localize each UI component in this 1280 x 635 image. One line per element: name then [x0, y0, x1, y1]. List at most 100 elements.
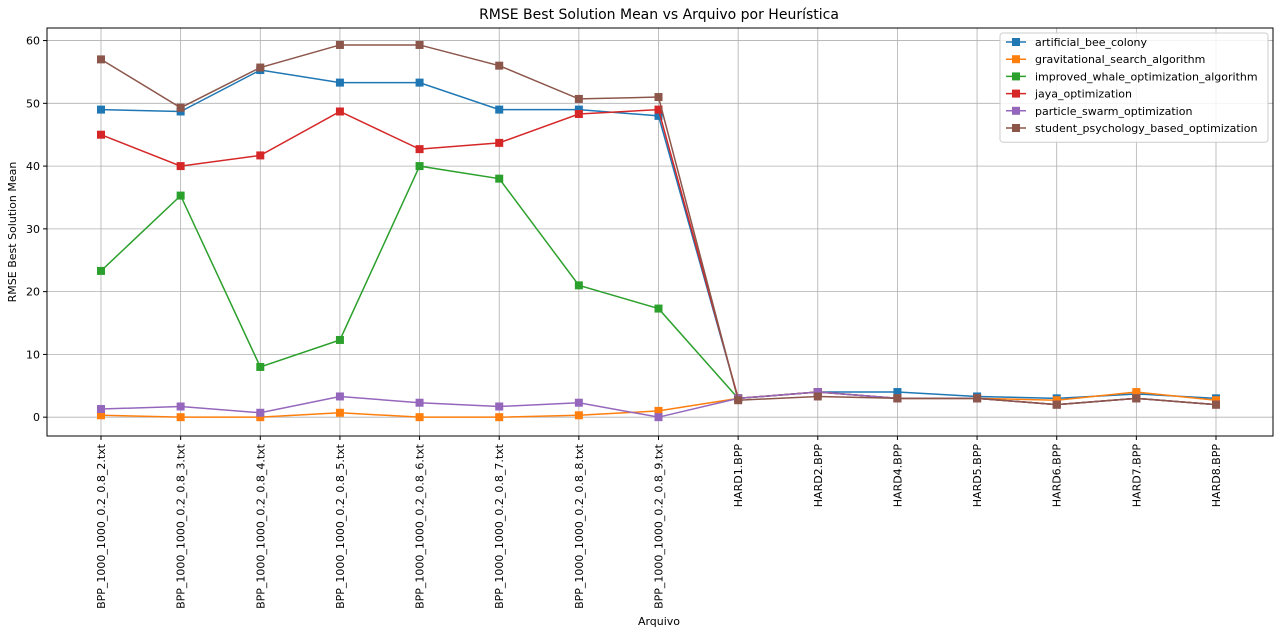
data-point [574, 105, 583, 114]
data-point [1212, 396, 1220, 405]
series-lines [97, 40, 1220, 422]
legend-swatch-marker [1012, 89, 1020, 98]
data-point [97, 130, 105, 139]
data-point [335, 107, 344, 116]
chart-title: RMSE Best Solution Mean vs Arquivo por H… [479, 7, 839, 23]
legend-swatch-marker [1012, 38, 1020, 46]
data-point [335, 392, 344, 401]
data-point [335, 40, 344, 49]
y-axis-ticks: 0 10 20 30 40 50 60 [26, 35, 47, 424]
y-tick-label: 30 [26, 223, 40, 236]
data-point [176, 402, 185, 411]
data-point [495, 138, 504, 147]
x-tick-label: BPP_1000_1000_0.2_0.8_5.txt [334, 443, 347, 609]
data-point [574, 281, 583, 290]
data-point [415, 145, 424, 154]
legend-label: improved_whale_optimization_algorithm [1035, 70, 1258, 83]
data-point [415, 413, 424, 422]
data-point [256, 63, 265, 72]
data-point [495, 402, 504, 411]
data-point [97, 55, 105, 64]
data-point [1052, 400, 1061, 409]
y-tick-label: 60 [26, 35, 40, 48]
data-point [335, 335, 344, 344]
legend-box [999, 32, 1269, 143]
x-tick-label: BPP_1000_1000_0.2_0.8_3.txt [175, 443, 188, 609]
data-point [415, 78, 424, 87]
data-point [495, 105, 504, 114]
data-point [654, 304, 663, 313]
data-point [176, 103, 185, 112]
data-point [813, 388, 822, 397]
data-point [415, 40, 424, 49]
data-point [176, 191, 185, 200]
data-point [495, 61, 504, 70]
data-point [574, 398, 583, 407]
data-point [654, 93, 663, 102]
data-point [97, 105, 105, 114]
legend-swatch-marker [1012, 124, 1020, 132]
data-point [176, 162, 185, 171]
legend-label: jaya_optimization [1034, 88, 1132, 101]
data-point [893, 394, 902, 403]
data-point [256, 362, 265, 371]
legend-label: student_psychology_based_optimization [1035, 122, 1257, 135]
data-point [415, 398, 424, 407]
data-point [495, 174, 504, 183]
x-tick-label: HARD7.BPP [1130, 444, 1143, 508]
legend: artificial_bee_colony gravitational_searc… [999, 32, 1269, 143]
data-point [1212, 400, 1220, 409]
data-point [654, 111, 663, 120]
x-axis-ticks: BPP_1000_1000_0.2_0.8_2.txt BPP_1000_1000… [95, 436, 1223, 609]
y-tick-label: 20 [26, 286, 40, 299]
data-point [574, 411, 583, 420]
data-point [1132, 394, 1141, 403]
x-tick-label: HARD6.BPP [1051, 444, 1064, 508]
data-point [1052, 396, 1061, 405]
x-tick-label: BPP_1000_1000_0.2_0.8_7.txt [493, 443, 506, 609]
x-tick-label: HARD4.BPP [891, 444, 904, 508]
x-tick-label: BPP_1000_1000_0.2_0.8_2.txt [95, 443, 108, 609]
legend-label: particle_swarm_optimization [1035, 105, 1192, 118]
data-point [973, 394, 982, 403]
data-point [495, 413, 504, 422]
data-point [574, 109, 583, 118]
data-point [654, 406, 663, 415]
data-point [256, 408, 265, 417]
y-tick-label: 0 [33, 411, 40, 424]
legend-label: artificial_bee_colony [1035, 36, 1148, 49]
data-point [97, 405, 105, 414]
y-tick-label: 40 [26, 160, 40, 173]
x-tick-label: BPP_1000_1000_0.2_0.8_6.txt [414, 443, 427, 609]
data-point [813, 392, 822, 401]
data-point [415, 162, 424, 171]
x-tick-label: HARD2.BPP [812, 444, 825, 508]
x-tick-label: BPP_1000_1000_0.2_0.8_4.txt [254, 443, 267, 609]
data-point [654, 105, 663, 114]
data-point [256, 413, 265, 422]
data-point [97, 266, 105, 275]
legend-label: gravitational_search_algorithm [1035, 53, 1205, 66]
data-point [574, 94, 583, 103]
x-axis-label: Arquivo [638, 615, 680, 628]
legend-swatch-marker [1012, 55, 1020, 64]
x-tick-label: BPP_1000_1000_0.2_0.8_8.txt [573, 443, 586, 609]
data-point [654, 413, 663, 422]
data-point [734, 396, 743, 405]
data-point [1132, 388, 1141, 397]
data-point [97, 411, 105, 420]
plot-frame [46, 27, 1274, 437]
data-point [893, 388, 902, 397]
y-tick-label: 50 [26, 97, 40, 110]
x-tick-label: BPP_1000_1000_0.2_0.8_9.txt [653, 443, 666, 609]
y-tick-label: 10 [26, 348, 40, 361]
x-tick-label: HARD5.BPP [971, 444, 984, 508]
x-tick-label: HARD1.BPP [732, 444, 745, 508]
y-axis-label: RMSE Best Solution Mean [6, 162, 19, 303]
data-point [176, 413, 185, 422]
legend-swatch-marker [1012, 106, 1020, 115]
x-tick-label: HARD8.BPP [1210, 444, 1223, 508]
legend-swatch-marker [1012, 72, 1020, 81]
data-point [335, 78, 344, 87]
